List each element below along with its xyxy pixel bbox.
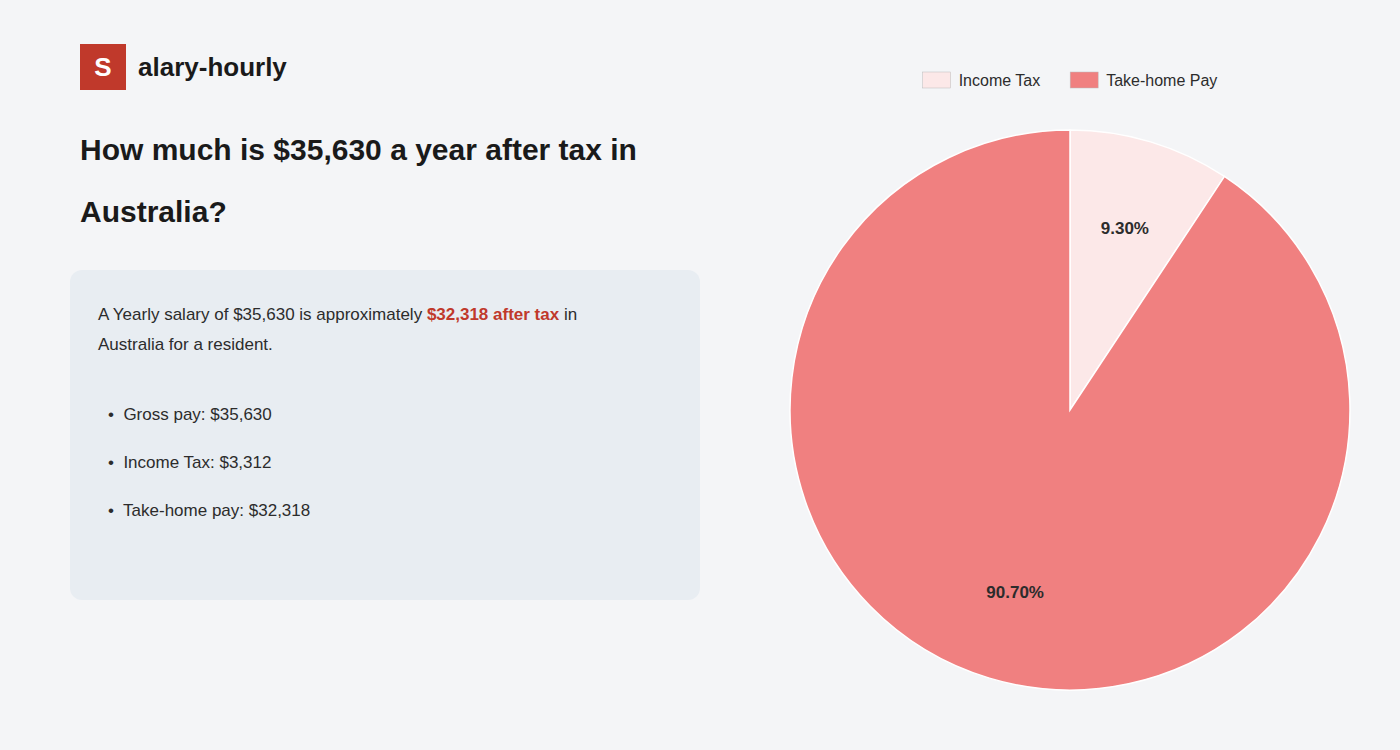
data-label: 9.30%	[1101, 219, 1149, 238]
bullet-item: • Take-home pay: $32,318	[108, 501, 310, 520]
pie: 9.30% 90.70%	[790, 130, 1350, 690]
info-line: Australia for a resident.	[98, 335, 273, 354]
logo-letter: S	[94, 52, 111, 82]
logo-box	[80, 44, 126, 90]
bullet-item: • Gross pay: $35,630	[108, 405, 272, 424]
info-box	[70, 270, 700, 600]
legend-swatch	[1070, 72, 1098, 88]
info-text: A Yearly salary of $35,630 is approximat…	[98, 305, 427, 324]
background	[0, 0, 1400, 750]
info-text: in	[559, 305, 577, 324]
legend-swatch	[923, 72, 951, 88]
pie-slice	[790, 130, 1350, 690]
legend-label: Income Tax	[959, 72, 1041, 89]
title: How much is $35,630 a year after tax in	[80, 133, 637, 166]
legend-label: Take-home Pay	[1106, 72, 1217, 89]
legend-item: Income Tax	[923, 72, 1041, 89]
info-line: A Yearly salary of $35,630 is approximat…	[98, 305, 577, 324]
data-label: 90.70%	[986, 583, 1044, 602]
bullet-item: • Income Tax: $3,312	[108, 453, 271, 472]
logo-text: alary-hourly	[138, 52, 287, 82]
legend: Income Tax Take-home Pay	[923, 72, 1218, 89]
title: Australia?	[80, 195, 227, 228]
legend-item: Take-home Pay	[1070, 72, 1217, 89]
chart: Salary-hourly How much is $35,630 a year …	[0, 0, 1400, 750]
text-panel: Salary-hourly How much is $35,630 a year …	[70, 44, 700, 600]
info-highlight: $32,318 after tax	[427, 305, 560, 324]
